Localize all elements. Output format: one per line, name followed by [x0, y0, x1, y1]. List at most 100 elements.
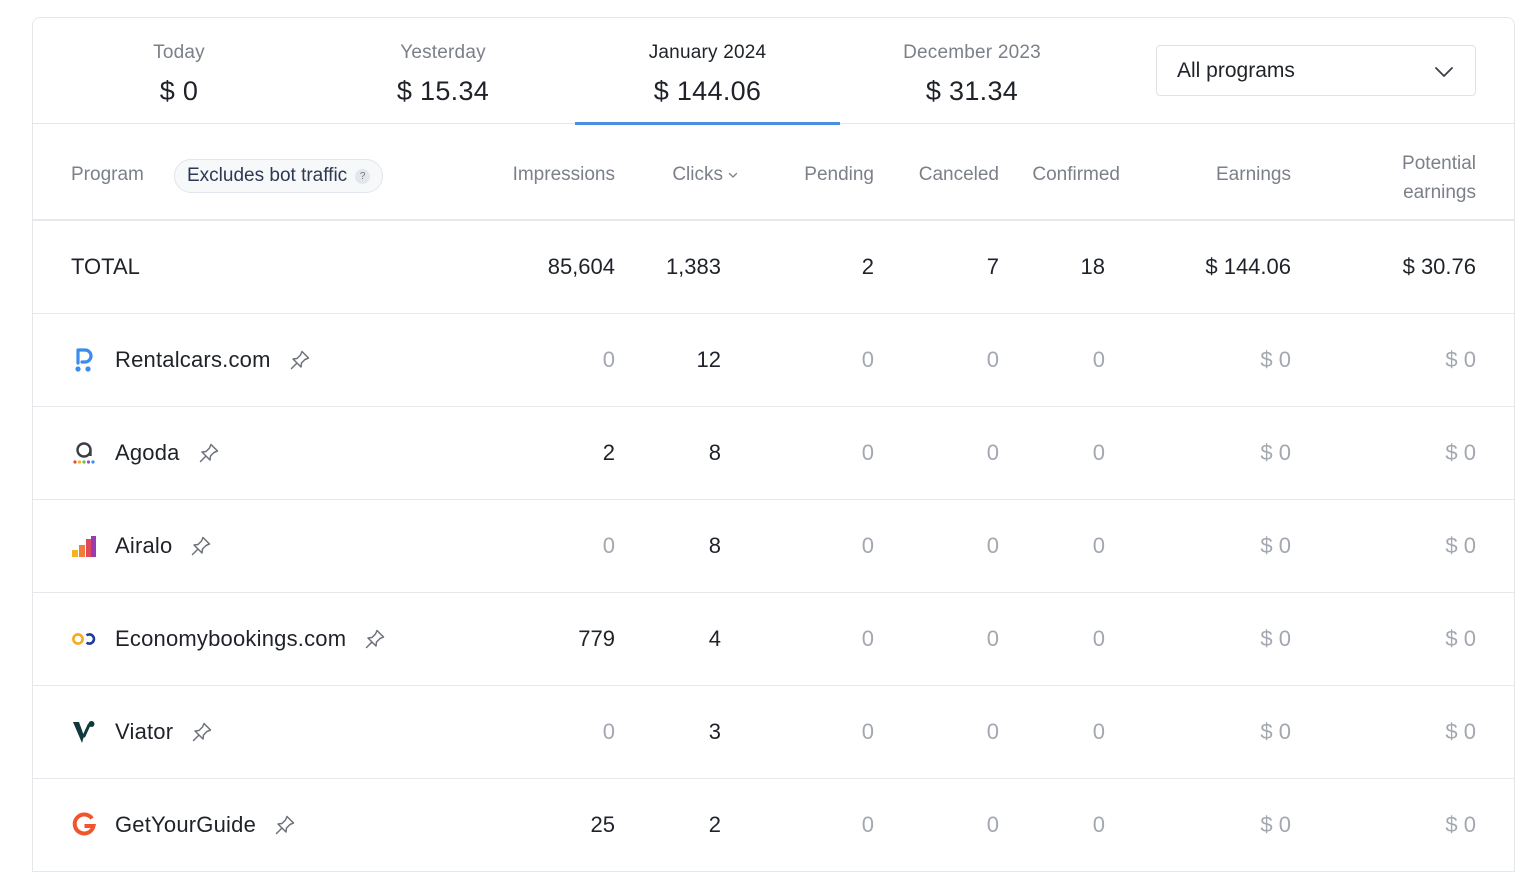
column-header-earnings[interactable]: Earnings [1216, 164, 1291, 185]
column-header-potential-earnings[interactable]: Potential earnings [1402, 149, 1476, 207]
tab-label: Today [153, 42, 205, 63]
total-label: TOTAL [71, 254, 140, 279]
program-cell: GetYourGuide [71, 779, 296, 871]
program-filter-select[interactable]: All programs [1156, 45, 1476, 96]
table-row[interactable]: Rentalcars.com 0 12 0 0 0 $ 0 $ 0 [33, 314, 1514, 407]
tab-value: $ 144.06 [653, 76, 762, 106]
agoda-logo [71, 440, 97, 466]
clicks-cell: 4 [708, 626, 721, 651]
earnings-cell: $ 0 [1260, 812, 1291, 837]
pin-icon[interactable] [289, 349, 311, 371]
tab-label: Yesterday [400, 42, 486, 63]
pin-icon[interactable] [274, 814, 296, 836]
pending-cell: 0 [861, 626, 874, 651]
help-icon[interactable]: ? [355, 168, 371, 184]
canceled-cell: 0 [986, 533, 999, 558]
confirmed-cell: 0 [1092, 440, 1105, 465]
potential-earnings-cell: $ 0 [1445, 440, 1476, 465]
tab-today[interactable]: Today $ 0 [47, 18, 311, 124]
pin-icon[interactable] [191, 721, 213, 743]
earnings-card: Today $ 0 Yesterday $ 15.34 January 2024… [32, 17, 1515, 872]
pin-icon[interactable] [190, 535, 212, 557]
table-row[interactable]: Economybookings.com 779 4 0 0 0 $ 0 $ 0 [33, 593, 1514, 686]
total-pending: 2 [861, 254, 874, 279]
table-row[interactable]: Viator 0 3 0 0 0 $ 0 $ 0 [33, 686, 1514, 779]
clicks-cell: 12 [696, 347, 721, 372]
total-row: TOTAL 85,604 1,383 2 7 18 $ 144.06 $ 30.… [33, 221, 1514, 314]
pending-cell: 0 [861, 533, 874, 558]
total-impressions: 85,604 [547, 254, 615, 279]
impressions-cell: 779 [578, 626, 615, 651]
tab-value: $ 0 [159, 76, 199, 106]
economybookings-logo [71, 626, 97, 652]
clicks-cell: 2 [708, 812, 721, 837]
column-header-canceled[interactable]: Canceled [918, 164, 999, 185]
potential-header-line1: Potential [1402, 153, 1476, 174]
column-header-impressions[interactable]: Impressions [512, 164, 615, 185]
pin-icon[interactable] [198, 442, 220, 464]
bot-traffic-badge: Excludes bot traffic ? [174, 159, 384, 193]
earnings-cell: $ 0 [1260, 440, 1291, 465]
total-potential-earnings: $ 30.76 [1402, 254, 1476, 279]
canceled-cell: 0 [986, 626, 999, 651]
impressions-cell: 25 [590, 812, 615, 837]
pending-cell: 0 [861, 440, 874, 465]
program-cell: Agoda [71, 407, 220, 499]
program-cell: Rentalcars.com [71, 314, 311, 406]
period-tabs: Today $ 0 Yesterday $ 15.34 January 2024… [33, 18, 1514, 125]
total-confirmed: 18 [1080, 254, 1105, 279]
canceled-cell: 0 [986, 812, 999, 837]
program-name[interactable]: Airalo [115, 533, 173, 558]
rentalcars-logo [71, 347, 97, 373]
column-header-pending[interactable]: Pending [804, 164, 874, 185]
tab-label: December 2023 [903, 42, 1041, 63]
earnings-cell: $ 0 [1260, 626, 1291, 651]
total-clicks: 1,383 [665, 254, 721, 279]
earnings-cell: $ 0 [1260, 719, 1291, 744]
column-header-confirmed[interactable]: Confirmed [1032, 164, 1120, 185]
program-name[interactable]: Rentalcars.com [115, 347, 271, 372]
program-name[interactable]: Viator [115, 719, 174, 744]
confirmed-cell: 0 [1092, 812, 1105, 837]
bot-traffic-label: Excludes bot traffic [187, 165, 348, 186]
getyourguide-logo [71, 812, 97, 838]
pin-icon[interactable] [364, 628, 386, 650]
active-tab-indicator [575, 122, 840, 125]
program-name[interactable]: Economybookings.com [115, 626, 347, 651]
potential-earnings-cell: $ 0 [1445, 719, 1476, 744]
total-canceled: 7 [986, 254, 999, 279]
table-header: Program Excludes bot traffic ? Impressio… [33, 124, 1514, 221]
confirmed-cell: 0 [1092, 533, 1105, 558]
earnings-cell: $ 0 [1260, 533, 1291, 558]
earnings-cell: $ 0 [1260, 347, 1291, 372]
table-row[interactable]: GetYourGuide 25 2 0 0 0 $ 0 $ 0 [33, 779, 1514, 872]
column-header-clicks[interactable]: Clicks [672, 164, 739, 186]
pending-cell: 0 [861, 347, 874, 372]
program-name[interactable]: GetYourGuide [115, 812, 257, 837]
column-header-clicks-label: Clicks [672, 164, 723, 185]
potential-earnings-cell: $ 0 [1445, 347, 1476, 372]
program-cell: Viator [71, 686, 213, 778]
clicks-cell: 8 [708, 440, 721, 465]
total-earnings: $ 144.06 [1205, 254, 1291, 279]
table-row[interactable]: Agoda 2 8 0 0 0 $ 0 $ 0 [33, 407, 1514, 500]
program-cell: Airalo [71, 500, 212, 592]
impressions-cell: 0 [602, 347, 615, 372]
impressions-cell: 0 [602, 719, 615, 744]
potential-header-line2: earnings [1403, 182, 1476, 203]
pending-cell: 0 [861, 812, 874, 837]
tab-january-2024[interactable]: January 2024 $ 144.06 [575, 18, 840, 125]
table-row[interactable]: Airalo 0 8 0 0 0 $ 0 $ 0 [33, 500, 1514, 593]
column-header-program[interactable]: Program [71, 164, 144, 185]
tab-value: $ 15.34 [396, 76, 490, 106]
tab-december-2023[interactable]: December 2023 $ 31.34 [840, 18, 1104, 124]
chevron-down-icon [1435, 67, 1453, 77]
program-name[interactable]: Agoda [115, 440, 180, 465]
canceled-cell: 0 [986, 440, 999, 465]
clicks-cell: 8 [708, 533, 721, 558]
tab-value: $ 31.34 [925, 76, 1019, 106]
confirmed-cell: 0 [1092, 347, 1105, 372]
potential-earnings-cell: $ 0 [1445, 533, 1476, 558]
tab-yesterday[interactable]: Yesterday $ 15.34 [311, 18, 575, 124]
confirmed-cell: 0 [1092, 626, 1105, 651]
